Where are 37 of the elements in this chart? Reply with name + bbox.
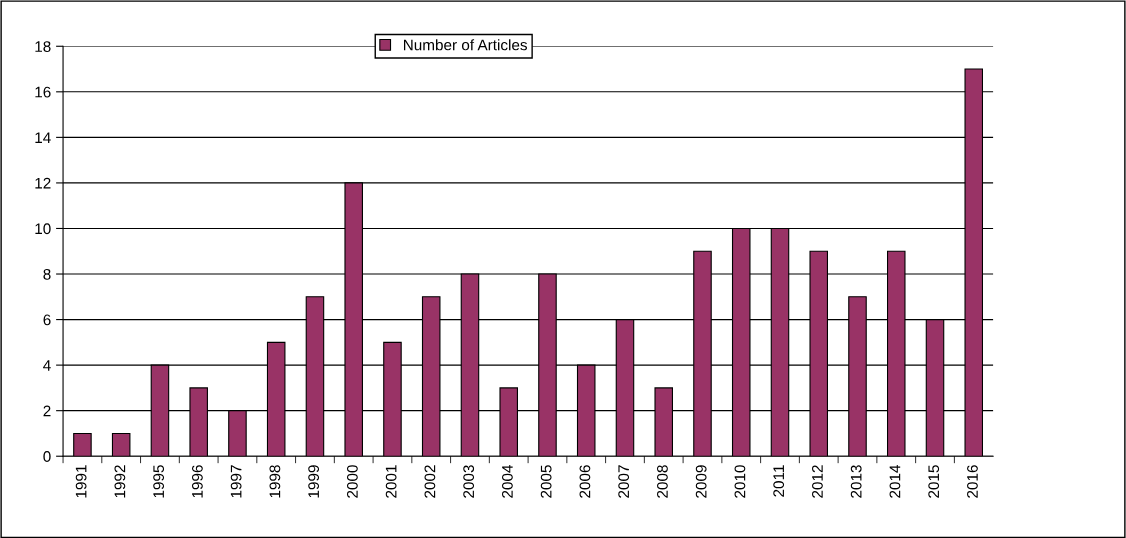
x-tick-label: 2016 <box>967 465 978 498</box>
x-tick-label: 2006 <box>579 465 591 498</box>
x-tick-label: 1991 <box>75 465 87 498</box>
y-tick-label: 18 <box>35 41 51 52</box>
y-tick-label: 10 <box>35 223 51 235</box>
x-tick-label: 2002 <box>424 465 436 498</box>
x-tick-label: 1992 <box>114 465 126 498</box>
bar <box>73 432 92 457</box>
x-tick-label: 2011 <box>773 465 785 497</box>
y-tick-label: 8 <box>43 268 51 280</box>
x-tick-label: 1999 <box>308 465 320 498</box>
y-tick-label: 12 <box>35 177 51 189</box>
x-tick-label: 2008 <box>657 465 668 498</box>
x-tick-label: 2015 <box>928 465 940 498</box>
x-tick-label: 2014 <box>889 465 901 498</box>
x-tick-label: 2010 <box>734 465 746 498</box>
x-tick-label: 2009 <box>695 465 707 498</box>
x-tick-label: 2003 <box>463 465 475 498</box>
x-tick-label: 2004 <box>502 465 513 498</box>
y-tick-label: 0 <box>43 451 51 462</box>
x-tick-label: 2007 <box>618 465 630 498</box>
bar <box>111 432 131 457</box>
x-tick-label: 1996 <box>191 465 203 498</box>
y-tick-label: 4 <box>43 360 51 371</box>
y-tick-label: 2 <box>43 405 51 417</box>
x-tick-label: 1998 <box>269 465 281 498</box>
x-tick-label: 2005 <box>540 465 552 498</box>
x-tick-label: 2013 <box>850 465 862 498</box>
y-tick-label: 14 <box>35 132 51 143</box>
x-tick-label: 2001 <box>385 465 397 498</box>
legend-label: Number of Articles <box>404 39 527 51</box>
x-tick-label: 1995 <box>153 465 165 498</box>
x-tick-label: 2000 <box>346 465 358 498</box>
x-tick-label: 2012 <box>812 465 823 498</box>
x-tick-label: 1997 <box>230 465 242 498</box>
y-tick-label: 16 <box>35 86 51 98</box>
y-tick-label: 6 <box>43 314 51 326</box>
